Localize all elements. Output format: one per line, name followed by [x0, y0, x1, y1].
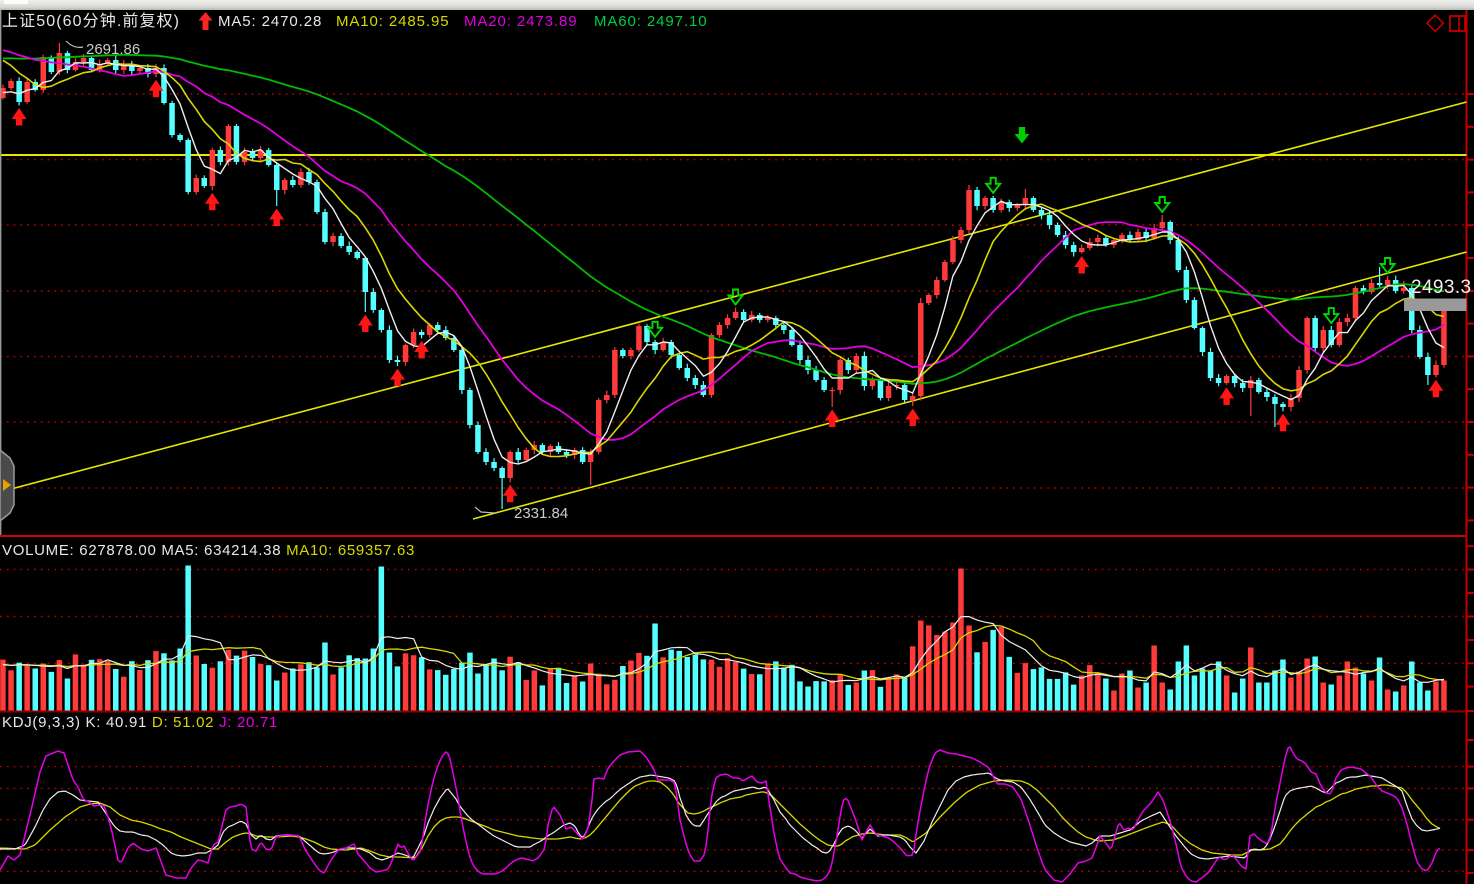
- svg-text:VOLUME: 627878.00 MA5: 634214: VOLUME: 627878.00 MA5: 634214.38 MA10: 6…: [2, 542, 415, 559]
- svg-text:KDJ(9,3,3) K: 40.91 D: 51.02: KDJ(9,3,3) K: 40.91 D: 51.02 J: 20.71: [2, 714, 278, 731]
- svg-text:MA5: 2470.28: MA5: 2470.28: [218, 13, 322, 30]
- svg-text:上证50(60分钟.前复权): 上证50(60分钟.前复权): [2, 12, 180, 30]
- svg-text:2493.3: 2493.3: [1411, 277, 1472, 298]
- svg-text:MA60: 2497.10: MA60: 2497.10: [594, 13, 707, 30]
- svg-text:MA20: 2473.89: MA20: 2473.89: [464, 13, 577, 30]
- svg-text:MA10: 2485.95: MA10: 2485.95: [336, 13, 449, 30]
- svg-text:2691.86: 2691.86: [86, 41, 140, 58]
- svg-text:2331.84: 2331.84: [514, 505, 568, 522]
